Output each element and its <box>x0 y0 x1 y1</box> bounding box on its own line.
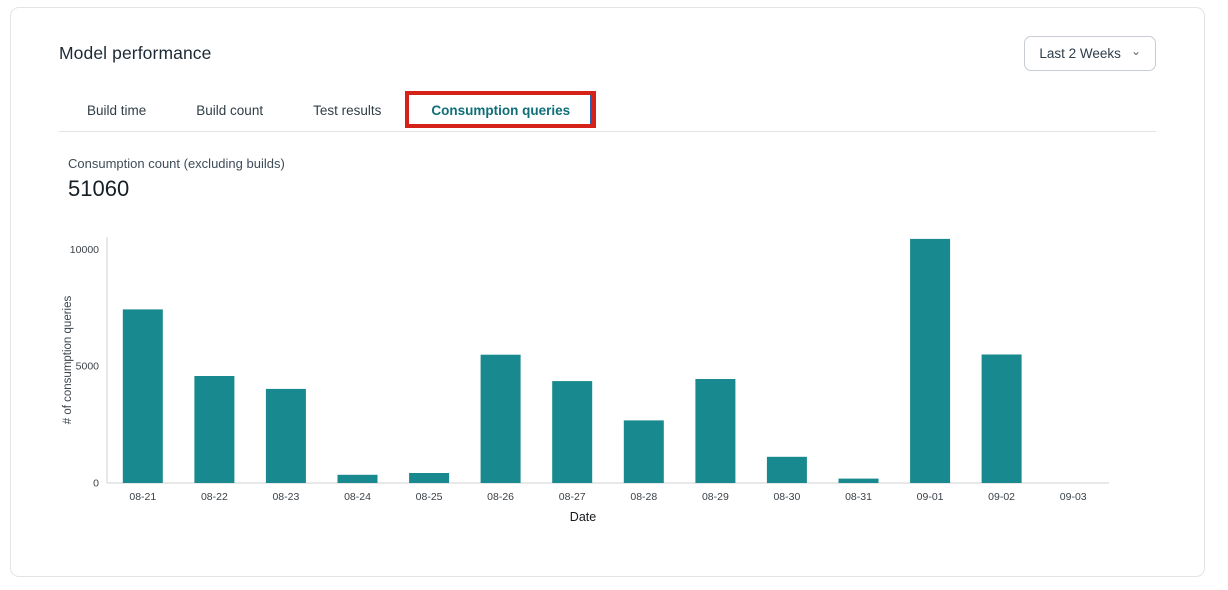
metric-value: 51060 <box>68 176 130 201</box>
y-tick-label: 10000 <box>70 244 99 256</box>
x-tick-label: 08-29 <box>702 491 729 503</box>
bar-08-31[interactable] <box>838 478 879 483</box>
tab-consumption-queries-label: Consumption queries <box>431 103 571 118</box>
bar-08-23[interactable] <box>265 388 306 483</box>
tab-test-results[interactable]: Test results <box>313 103 382 118</box>
x-tick-label: 08-24 <box>344 491 371 503</box>
x-tick-label: 08-27 <box>559 491 586 503</box>
x-tick-label: 09-02 <box>988 491 1015 503</box>
bar-08-29[interactable] <box>695 379 736 483</box>
metric-block: Consumption count (excluding builds) 510… <box>59 156 1156 202</box>
tab-bar: Build time Build count Test results Cons… <box>59 91 1156 132</box>
model-performance-panel: Model performance Last 2 Weeks ⌄ Build t… <box>10 7 1205 577</box>
bar-08-26[interactable] <box>480 354 521 483</box>
chevron-down-icon: ⌄ <box>1130 44 1141 58</box>
date-range-dropdown[interactable]: Last 2 Weeks ⌄ <box>1024 35 1156 71</box>
x-axis-label: Date <box>570 510 596 524</box>
tab-build-time[interactable]: Build time <box>87 103 147 118</box>
bar-chart-canvas: # of consumption queries 0 5000 10000 08-21 0… <box>62 237 1109 524</box>
bar-08-28[interactable] <box>623 420 664 483</box>
x-tick-label: 08-21 <box>129 491 156 503</box>
page-title: Model performance <box>59 42 212 63</box>
tab-build-count[interactable]: Build count <box>196 103 264 118</box>
bar-08-30[interactable] <box>766 456 807 483</box>
bar-08-21[interactable] <box>122 309 163 483</box>
x-tick-label: 08-31 <box>845 491 872 503</box>
annotation-blue-edge <box>590 95 593 124</box>
tab-consumption-queries[interactable]: Consumption queries <box>405 91 597 128</box>
x-tick-label: 09-01 <box>917 491 944 503</box>
bar-09-01[interactable] <box>910 238 951 483</box>
x-tick-label: 08-23 <box>272 491 299 503</box>
x-tick-label: 09-03 <box>1060 491 1087 503</box>
x-tick-label: 08-25 <box>416 491 443 503</box>
bar-09-02[interactable] <box>981 354 1022 484</box>
bar-08-24[interactable] <box>337 474 378 483</box>
panel-header: Model performance Last 2 Weeks ⌄ <box>59 34 1156 72</box>
y-tick-label: 0 <box>93 478 99 490</box>
consumption-queries-chart: # of consumption queries 0 5000 10000 08-21 0… <box>59 229 1156 529</box>
x-tick-label: 08-30 <box>773 491 800 503</box>
x-tick-label: 08-26 <box>487 491 514 503</box>
bar-08-25[interactable] <box>409 473 450 483</box>
x-tick-label: 08-22 <box>201 491 228 503</box>
x-tick-label: 08-28 <box>630 491 657 503</box>
y-tick-label: 5000 <box>76 361 100 373</box>
bar-08-22[interactable] <box>194 376 235 483</box>
metric-label: Consumption count (excluding builds) <box>68 156 285 171</box>
date-range-value: Last 2 Weeks <box>1039 45 1121 61</box>
bar-08-27[interactable] <box>552 381 593 483</box>
y-axis-label: # of consumption queries <box>62 296 74 425</box>
